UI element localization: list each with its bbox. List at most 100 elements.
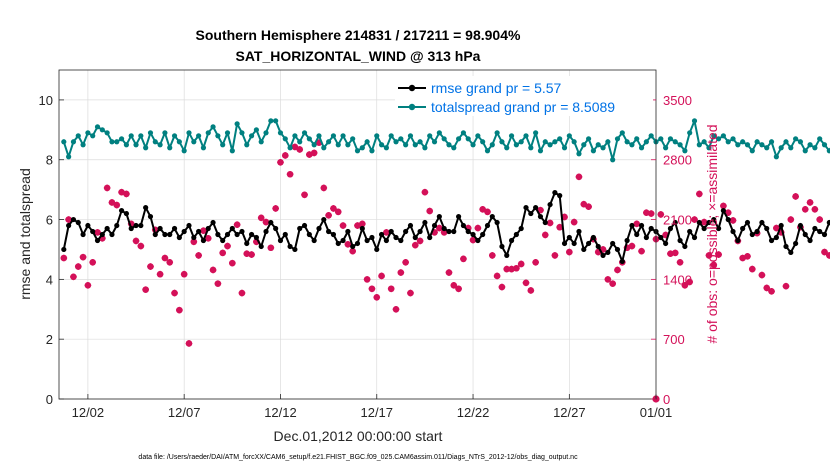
- rmse-point: [109, 231, 115, 238]
- rmse-point: [94, 237, 101, 244]
- totalspread-point: [788, 145, 794, 151]
- obs-assimilated-marker: [368, 285, 376, 293]
- totalspread-point: [590, 148, 597, 154]
- totalspread-point: [85, 130, 91, 136]
- obs-assimilated-marker: [758, 271, 766, 279]
- totalspread-point: [740, 139, 746, 145]
- totalspread-point: [826, 148, 830, 154]
- obs-assimilated-marker: [229, 259, 236, 267]
- totalspread-point: [359, 145, 365, 151]
- y-tick-label-3: 6: [46, 213, 53, 228]
- totalspread-point: [297, 139, 303, 145]
- obs-assimilated-marker: [633, 220, 641, 228]
- x-tick-label-5: 12/27: [553, 405, 586, 420]
- obs-assimilated-marker: [455, 285, 462, 293]
- obs-assimilated-marker: [537, 206, 544, 214]
- obs-assimilated-marker: [489, 252, 496, 259]
- obs-assimilated-marker: [498, 283, 506, 291]
- rmse-point: [398, 237, 404, 244]
- totalspread-point: [658, 136, 664, 142]
- rmse-point: [624, 237, 630, 244]
- obs-assimilated-marker: [614, 266, 621, 274]
- rmse-point: [740, 225, 746, 232]
- rmse-point: [706, 219, 712, 226]
- obs-assimilated-marker: [200, 227, 207, 234]
- obs-assimilated-marker: [156, 270, 164, 278]
- rmse-point: [277, 237, 284, 244]
- totalspread-point: [123, 142, 130, 148]
- totalspread-point: [581, 142, 587, 148]
- obs-assimilated-marker: [816, 216, 823, 223]
- rmse-point: [585, 240, 592, 247]
- totalspread-point: [480, 139, 486, 145]
- rmse-point: [793, 240, 799, 247]
- obs-assimilated-marker: [195, 252, 202, 259]
- rmse-point: [566, 234, 572, 241]
- rmse-point: [817, 228, 823, 235]
- totalspread-point: [157, 142, 163, 148]
- totalspread-point: [66, 154, 72, 160]
- x-tick-label-6: 01/01: [640, 405, 673, 420]
- obs-assimilated-marker: [705, 252, 713, 259]
- obs-assimilated-marker: [416, 237, 424, 245]
- obs-assimilated-marker: [676, 258, 684, 266]
- obs-assimilated-marker: [479, 205, 486, 213]
- totalspread-point: [224, 130, 231, 136]
- totalspread-point: [330, 133, 337, 139]
- totalspread-point: [90, 133, 96, 139]
- obs-assimilated-marker: [604, 276, 612, 283]
- totalspread-point: [118, 136, 125, 142]
- x-tick-label-2: 12/12: [264, 405, 297, 420]
- totalspread-point: [523, 133, 529, 139]
- rmse-point: [176, 234, 182, 241]
- rmse-point: [725, 216, 731, 223]
- obs-assimilated-marker: [513, 264, 520, 272]
- rmse-point: [672, 219, 678, 226]
- rmse-point: [470, 231, 476, 238]
- totalspread-point: [403, 142, 409, 148]
- totalspread-point: [215, 133, 221, 139]
- totalspread-point: [643, 139, 649, 145]
- totalspread-point: [749, 148, 755, 154]
- obs-assimilated-marker: [570, 218, 578, 226]
- rmse-point: [812, 225, 818, 232]
- rmse-point: [181, 228, 187, 235]
- rmse-point: [561, 240, 568, 247]
- totalspread-point: [287, 145, 293, 151]
- rmse-point: [427, 234, 433, 241]
- totalspread-point: [663, 145, 669, 151]
- rmse-point: [196, 228, 202, 235]
- rmse-point: [287, 243, 293, 250]
- obs-assimilated-marker: [801, 205, 809, 213]
- rmse-point: [61, 246, 67, 253]
- rmse-point: [605, 249, 611, 256]
- obs-assimilated-marker: [696, 190, 703, 198]
- totalspread-point: [667, 136, 674, 142]
- x-tick-label-1: 12/07: [168, 405, 201, 420]
- rmse-point: [667, 225, 674, 232]
- totalspread-point: [456, 136, 462, 142]
- totalspread-point: [720, 133, 727, 139]
- rmse-point: [600, 252, 606, 259]
- totalspread-point: [147, 130, 154, 136]
- rmse-point: [133, 222, 139, 229]
- rmse-point: [239, 228, 245, 235]
- rmse-point: [648, 225, 654, 232]
- y-tick-label-0: 0: [46, 392, 53, 407]
- obs-assimilated-marker: [281, 152, 289, 159]
- rmse-point: [330, 231, 337, 238]
- rmse-point: [446, 228, 452, 235]
- rmse-point: [99, 231, 105, 238]
- obs-assimilated-marker: [811, 205, 819, 213]
- rmse-point: [682, 243, 688, 250]
- totalspread-point: [388, 133, 394, 139]
- obs-assimilated-marker: [137, 242, 145, 250]
- obs-assimilated-marker: [325, 211, 332, 219]
- plot-frame: [58, 69, 657, 400]
- obs-assimilated-marker: [219, 249, 226, 257]
- obs-assimilated-marker: [132, 237, 140, 245]
- obs-assimilated-marker: [806, 199, 814, 206]
- totalspread-point: [711, 133, 717, 139]
- rmse-point: [66, 222, 72, 229]
- totalspread-point: [200, 145, 207, 151]
